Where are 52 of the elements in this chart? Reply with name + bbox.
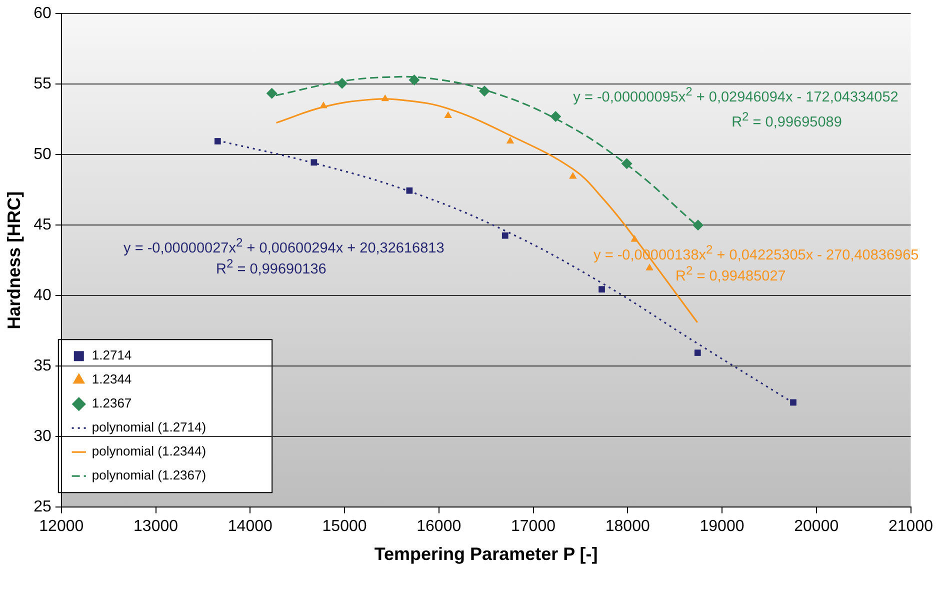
- annotation: R$^{2}$ = 0,99690136: [216, 256, 326, 278]
- x-tick-label: 13000: [134, 518, 178, 536]
- point: [406, 187, 413, 194]
- x-tick-label: 19000: [700, 518, 744, 536]
- y-axis-title: Hardness [HRC]: [4, 191, 24, 330]
- y-tick-label: 60: [34, 5, 52, 22]
- annotation: y = -0,00000095x$^{2}$ + 0,02946094x - 172,04334052: [573, 84, 898, 106]
- point: [444, 111, 452, 118]
- point: [214, 138, 221, 144]
- point: [478, 86, 490, 97]
- x-tick-label: 17000: [511, 518, 556, 536]
- point: [550, 111, 562, 122]
- point: [630, 235, 639, 242]
- legend-label: polynomial (1.2714): [92, 420, 206, 435]
- y-tick-label: 55: [34, 76, 52, 93]
- x-tick-label: 16000: [416, 518, 462, 536]
- y-tick-label: 50: [34, 146, 52, 164]
- x-tick-label: 20000: [794, 518, 839, 536]
- x-tick-label: 14000: [228, 518, 272, 536]
- annotation: R$^{2}$ = 0,99695089: [732, 110, 842, 131]
- legend-label: 1.2367: [92, 396, 132, 411]
- point: [569, 172, 577, 179]
- y-tick-label: 40: [34, 287, 52, 304]
- point: [266, 88, 278, 99]
- legend-label: polynomial (1.2344): [92, 444, 206, 459]
- point: [598, 286, 605, 292]
- y-tick-label: 35: [34, 358, 52, 375]
- y-tick-label: 30: [34, 428, 52, 446]
- x-tick-label: 18000: [605, 518, 650, 536]
- x-tick-label: 12000: [39, 518, 84, 536]
- legend-label: 1.2344: [92, 372, 132, 387]
- annotation: R$^{2}$ = 0,99485027: [676, 263, 786, 284]
- point: [336, 78, 348, 89]
- point: [790, 399, 796, 406]
- point: [310, 159, 318, 166]
- point: [621, 158, 632, 170]
- point: [506, 136, 514, 144]
- x-axis-title: Tempering Parameter P [-]: [374, 544, 598, 564]
- point: [694, 350, 701, 356]
- y-tick-label: 25: [34, 498, 52, 516]
- x-tick-label: 21000: [888, 518, 934, 536]
- annotation: y = -0,00000027x$^{2}$ + 0,00600294x + 20,32616813: [124, 235, 444, 256]
- legend-label: 1.2714: [92, 348, 132, 363]
- x-tick-label: 15000: [322, 518, 367, 536]
- point: [381, 94, 389, 102]
- point: [646, 264, 654, 270]
- point: [502, 232, 508, 239]
- point: [692, 220, 704, 231]
- y-tick-label: 45: [34, 216, 52, 234]
- point: [408, 74, 420, 86]
- legend-label: polynomial (1.2367): [92, 468, 206, 483]
- point: [320, 101, 328, 108]
